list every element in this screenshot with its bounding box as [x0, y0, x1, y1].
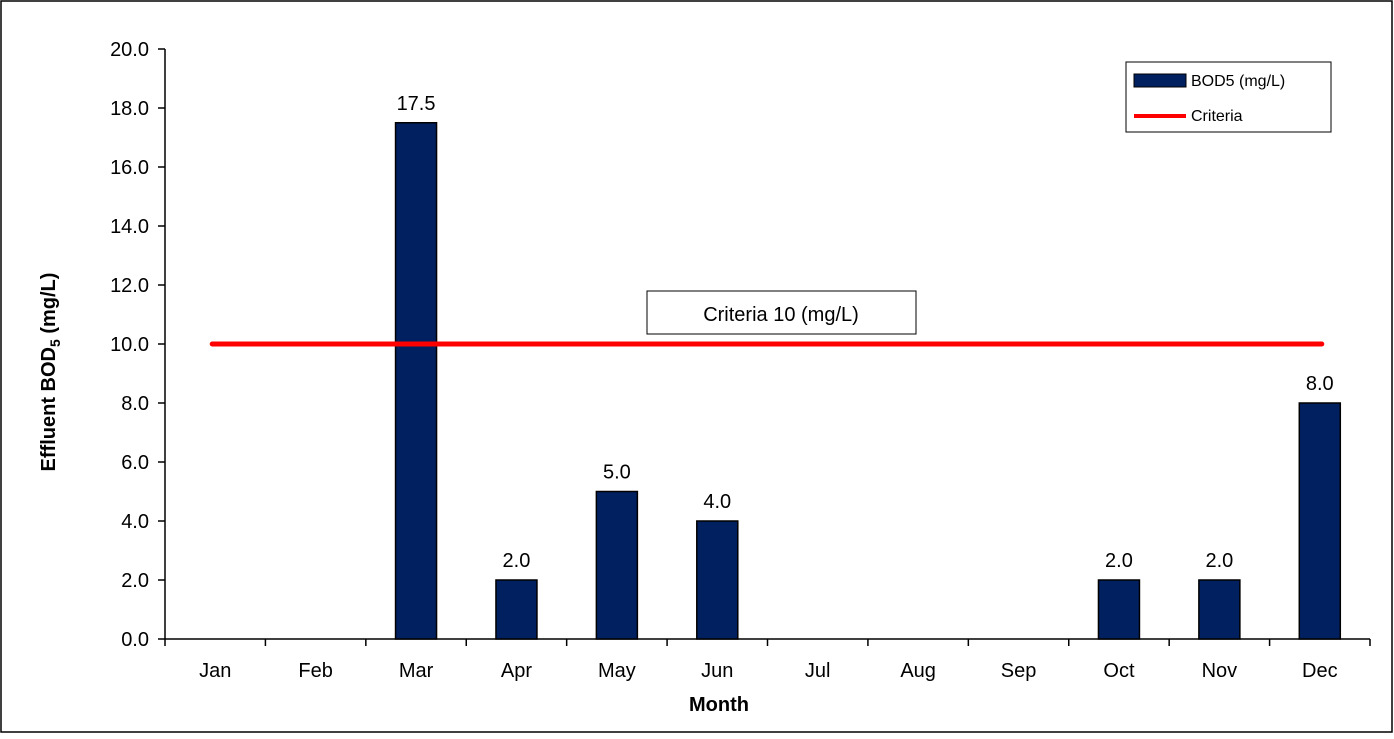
x-tick-label: Apr — [501, 660, 532, 682]
y-tick-label: 4.0 — [121, 511, 149, 533]
x-axis-title: Month — [689, 694, 749, 716]
y-axis-title-subscript: 5 — [47, 339, 63, 347]
x-tick-label: Jun — [701, 660, 733, 682]
x-tick-label: Dec — [1302, 660, 1338, 682]
bar — [1298, 402, 1342, 640]
y-tick-label: 6.0 — [121, 452, 149, 474]
y-axis-title-main: Effluent BOD — [38, 347, 60, 471]
y-tick-label: 8.0 — [121, 393, 149, 415]
data-label: 2.0 — [1205, 550, 1233, 572]
data-label: 8.0 — [1306, 373, 1334, 395]
data-label: 2.0 — [503, 550, 531, 572]
bar — [495, 579, 538, 640]
x-tick-label: Jul — [805, 660, 831, 682]
bar — [696, 520, 739, 640]
y-tick-label: 12.0 — [110, 275, 149, 297]
legend-bar-label: BOD5 (mg/L) — [1191, 73, 1285, 90]
y-tick-label: 10.0 — [110, 334, 149, 356]
data-labels: 17.5 2.0 5.0 4.0 2.0 2.0 8.0 — [397, 93, 1334, 572]
bar — [1097, 579, 1141, 640]
data-label: 4.0 — [703, 491, 731, 513]
legend: BOD5 (mg/L) Criteria — [1125, 61, 1332, 133]
data-label: 17.5 — [397, 93, 436, 115]
data-label: 5.0 — [603, 462, 631, 484]
x-tick-label: Feb — [298, 660, 332, 682]
y-axis-title: Effluent BOD5 (mg/L) — [38, 273, 63, 472]
y-axis-title-unit: (mg/L) — [38, 273, 60, 340]
x-tick-label: Nov — [1202, 660, 1238, 682]
x-axis: Jan Feb Mar Apr May Jun Jul Aug Sep Oct Nov Dec — [164, 638, 1371, 682]
x-tick-label: Mar — [399, 660, 434, 682]
criteria-annotation-box — [646, 290, 917, 335]
x-tick-label: May — [598, 660, 636, 682]
x-tick-label: Aug — [900, 660, 936, 682]
x-tick-label: Oct — [1103, 660, 1135, 682]
bar-series — [394, 122, 1342, 640]
y-tick-label: 14.0 — [110, 216, 149, 238]
x-tick-label: Sep — [1001, 660, 1037, 682]
bar — [1198, 579, 1241, 640]
y-tick-label: 20.0 — [110, 39, 149, 61]
y-axis: 0.0 2.0 4.0 6.0 8.0 10.0 12.0 14.0 16.0 18.0 20.0 — [110, 39, 166, 651]
y-tick-label: 0.0 — [121, 629, 149, 651]
y-tick-label: 2.0 — [121, 570, 149, 592]
y-tick-label: 16.0 — [110, 157, 149, 179]
bar — [394, 122, 438, 640]
legend-criteria-label: Criteria — [1191, 108, 1243, 125]
criteria-annotation-text: Criteria 10 (mg/L) — [703, 304, 859, 326]
x-tick-label: Jan — [199, 660, 231, 682]
y-tick-label: 18.0 — [110, 98, 149, 120]
data-label: 2.0 — [1105, 550, 1133, 572]
legend-bar-swatch — [1133, 73, 1187, 88]
bar — [595, 490, 639, 640]
